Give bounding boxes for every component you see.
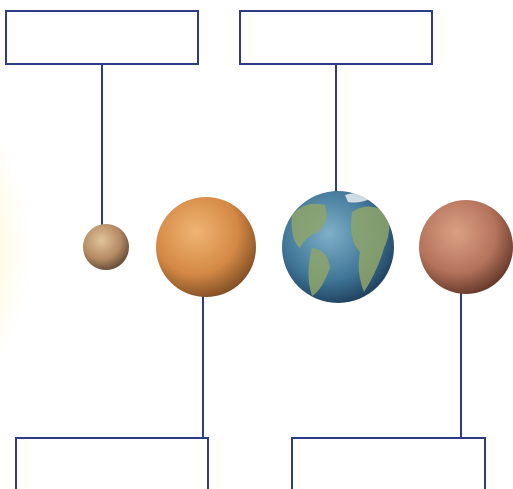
label-box xyxy=(292,438,485,489)
label-box xyxy=(6,11,198,64)
label-box xyxy=(240,11,432,64)
label-box xyxy=(16,438,208,489)
page: {} xyxy=(0,0,513,489)
earth xyxy=(282,191,394,303)
mercury xyxy=(83,224,129,270)
venus xyxy=(156,197,256,297)
planets-diagram xyxy=(0,0,513,489)
sun xyxy=(0,50,30,450)
mars xyxy=(419,200,513,294)
